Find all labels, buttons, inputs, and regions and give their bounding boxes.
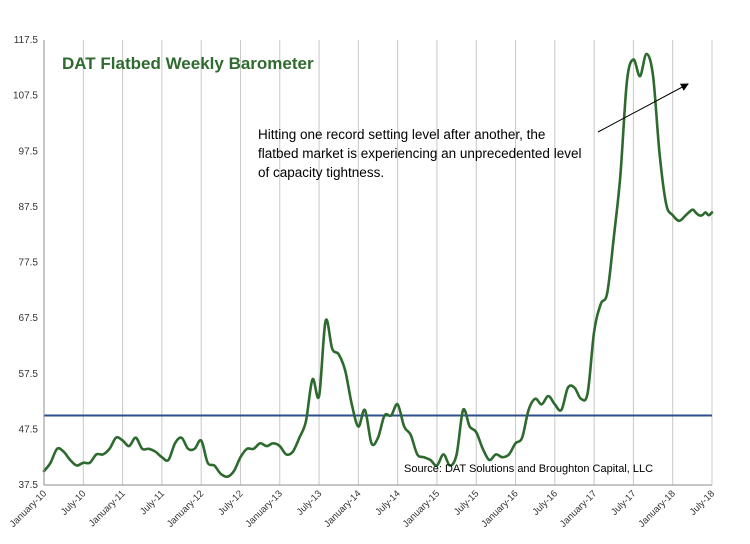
x-tick-label: January-11 <box>87 488 128 529</box>
x-tick-label: July-14 <box>373 488 402 517</box>
x-tick-label: January-17 <box>558 488 599 529</box>
x-tick-label: January-12 <box>165 488 206 529</box>
x-tick-label: January-10 <box>8 488 49 529</box>
y-tick-label: 97.5 <box>19 146 39 157</box>
x-tick-label: July-17 <box>609 488 638 517</box>
x-tick-label: July-16 <box>531 488 560 517</box>
annotation: Hitting one record setting level after a… <box>258 127 581 180</box>
x-tick-label: January-13 <box>243 488 284 529</box>
y-tick-label: 87.5 <box>19 202 39 213</box>
y-tick-label: 47.5 <box>19 424 39 435</box>
series-line <box>42 52 714 479</box>
annotation-line-2: flatbed market is experiencing an unprec… <box>258 146 581 161</box>
y-tick-label: 107.5 <box>13 91 38 102</box>
annotation-line-3: of capacity tightness. <box>258 165 384 180</box>
x-tick-label: July-11 <box>138 488 167 517</box>
x-tick-label: January-15 <box>401 488 442 529</box>
x-tick-label: July-10 <box>59 488 88 517</box>
x-tick-label: July-18 <box>688 488 717 517</box>
y-tick-label: 57.5 <box>19 369 39 380</box>
annotation-arrow <box>597 83 689 133</box>
x-tick-label: July-15 <box>452 488 481 517</box>
x-tick-label: January-14 <box>322 488 363 529</box>
chart-title: DAT Flatbed Weekly Barometer <box>62 54 314 73</box>
series-layer <box>42 52 714 479</box>
x-tick-label: July-12 <box>216 488 245 517</box>
axes <box>43 40 712 486</box>
x-tick-label: January-18 <box>636 488 677 529</box>
source-note: Source: DAT Solutions and Broughton Capi… <box>404 463 653 475</box>
x-tick-label: January-16 <box>479 488 520 529</box>
y-tick-label: 67.5 <box>19 313 39 324</box>
y-tick-label: 77.5 <box>19 258 39 269</box>
y-tick-label: 117.5 <box>14 35 39 46</box>
y-tick-label: 37.5 <box>19 480 39 491</box>
y-tick-labels: 37.5 47.5 57.5 67.5 77.5 87.5 97.5 107.5 117.5 <box>13 35 38 491</box>
annotation-line-1: Hitting one record setting level after a… <box>258 127 545 142</box>
x-tick-label: July-13 <box>295 488 324 517</box>
grid-lines <box>43 40 713 485</box>
